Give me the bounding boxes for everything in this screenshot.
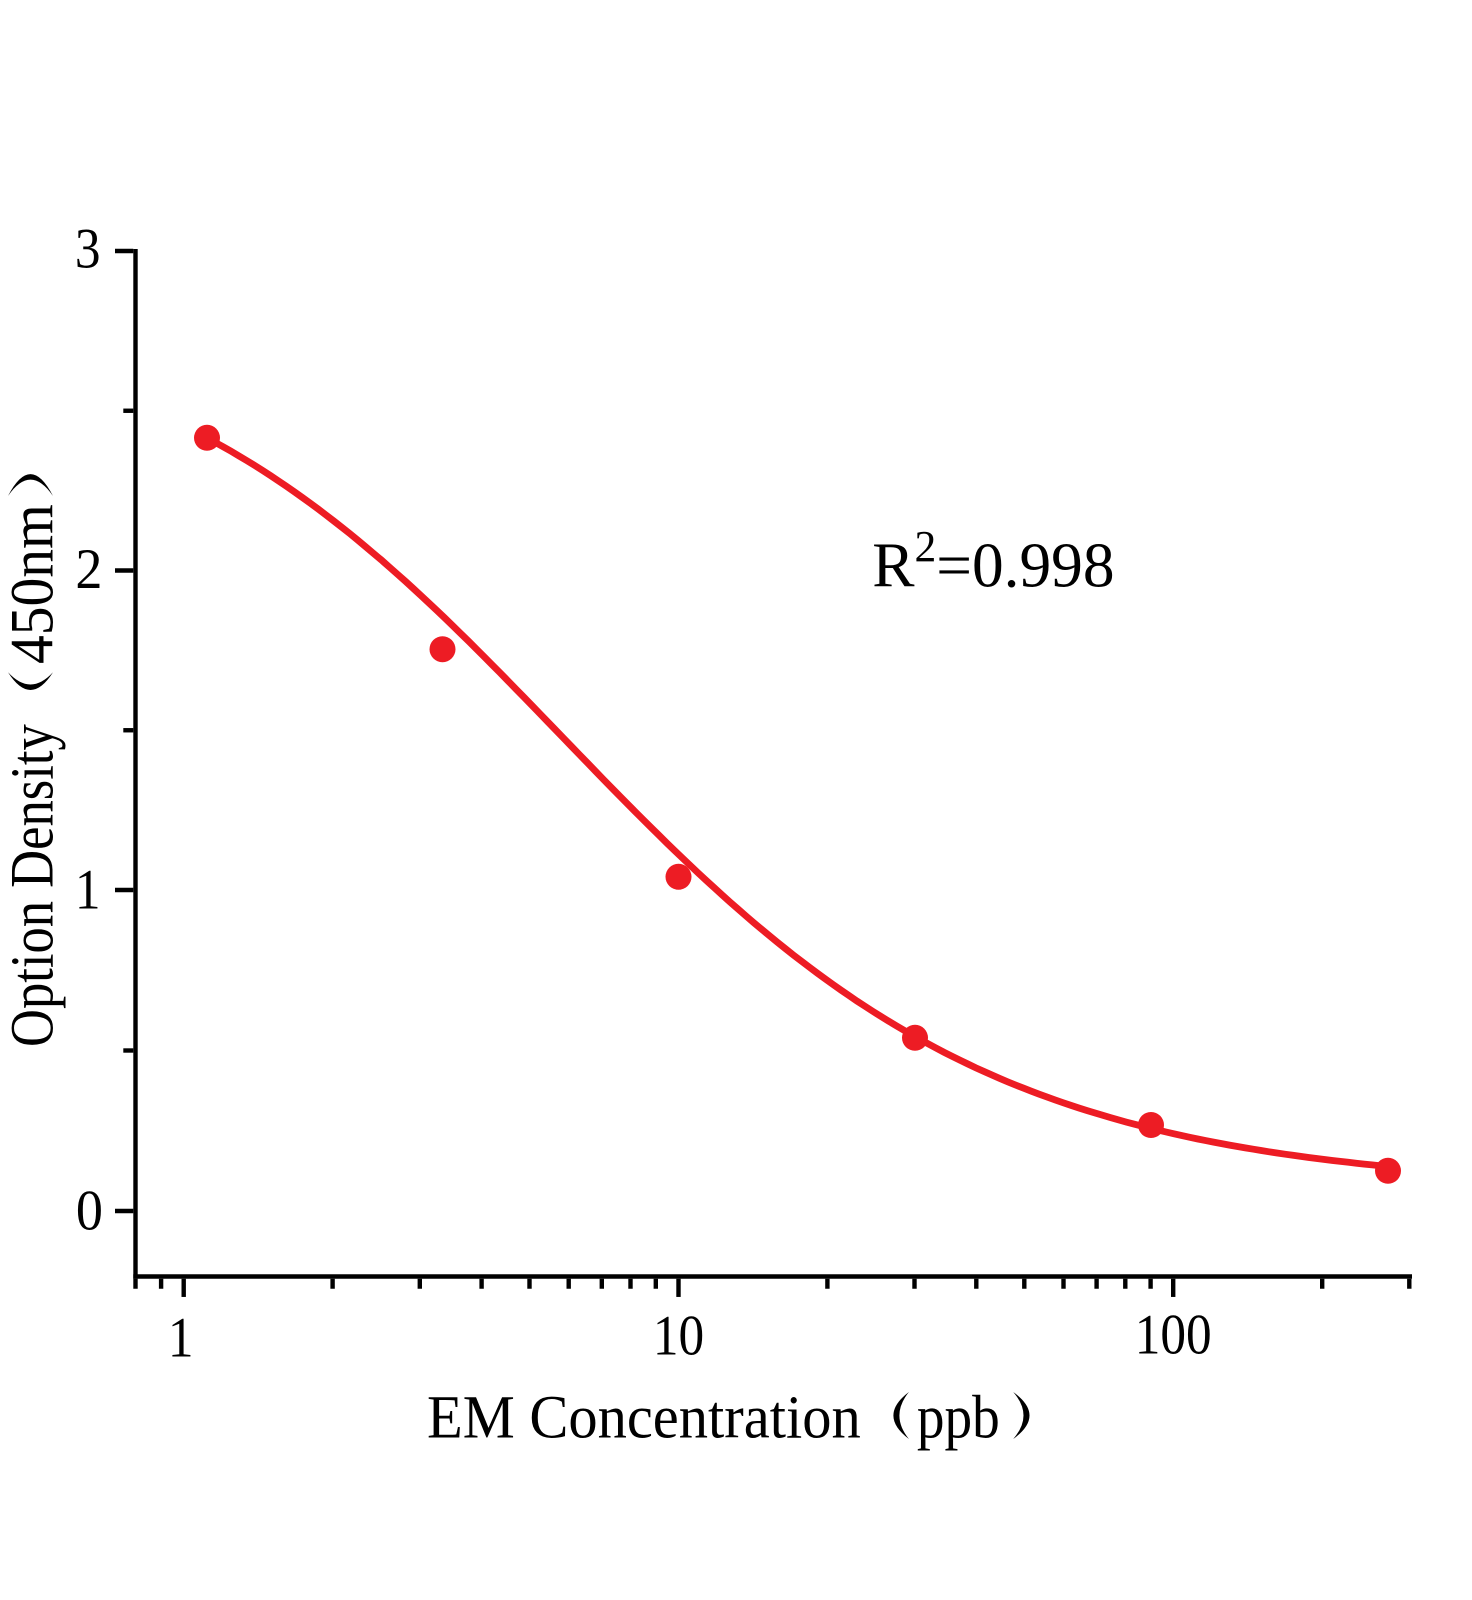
svg-text:10: 10 [653, 1304, 704, 1367]
svg-text:450nm: 450nm [0, 504, 66, 664]
svg-text:EM Concentration: EM Concentration [427, 1384, 861, 1451]
svg-text:100: 100 [1135, 1303, 1212, 1366]
svg-text:3: 3 [75, 217, 101, 280]
svg-text:1: 1 [168, 1306, 194, 1369]
svg-text:2: 2 [75, 538, 102, 602]
svg-text:ppb: ppb [917, 1383, 1000, 1451]
svg-text:Option Density: Option Density [0, 724, 66, 1047]
svg-text:R2=0.998: R2=0.998 [872, 523, 1114, 601]
svg-text:1: 1 [75, 858, 101, 921]
svg-text:0: 0 [76, 1179, 103, 1243]
